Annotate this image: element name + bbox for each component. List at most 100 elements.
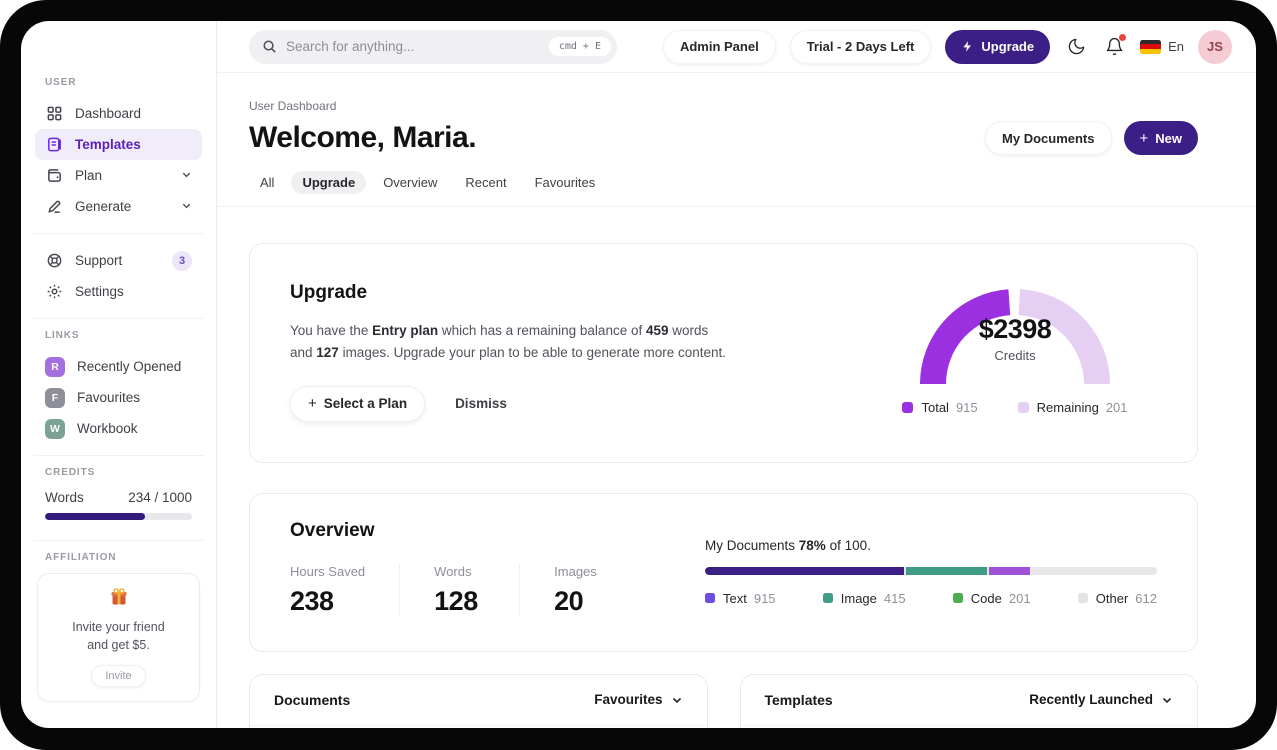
tab-favourites[interactable]: Favourites — [534, 175, 596, 190]
generate-pen-icon — [45, 198, 63, 216]
filter-tabs: All Upgrade Overview Recent Favourites — [249, 171, 1198, 194]
overview-card-title: Overview — [290, 519, 375, 541]
documents-progress-label: My Documents 78% of 100. — [705, 537, 871, 553]
page-title: Welcome, Maria. — [249, 121, 477, 154]
credits-words-value: 234 / 1000 — [128, 490, 192, 505]
credits-gauge: $2398 Credits Total 915 Remaining 201 — [895, 276, 1135, 422]
dark-mode-toggle[interactable] — [1064, 35, 1088, 59]
gauge-chart — [920, 289, 1110, 385]
sidebar-item-label: Templates — [75, 137, 141, 152]
notifications-button[interactable] — [1102, 33, 1127, 59]
new-button[interactable]: + New — [1123, 121, 1198, 155]
topbar: cmd + E Admin Panel Trial - 2 Days Left … — [217, 21, 1256, 73]
sidebar-divider — [33, 540, 204, 541]
progress-legend: Text 915 Image 415 Code 201 Other 612 — [705, 591, 1157, 606]
invite-button[interactable]: Invite — [91, 665, 146, 688]
lightning-bolt-icon — [963, 41, 972, 52]
affiliation-text-line2: and get $5. — [87, 638, 150, 653]
sidebar-item-label: Dashboard — [75, 106, 142, 121]
sidebar: User Dashboard Templates Plan G — [21, 21, 217, 728]
legend-total: Total 915 — [902, 400, 978, 415]
plan-wallet-icon — [45, 167, 63, 185]
legend-code-swatch — [952, 593, 963, 604]
stat-hours-saved: Hours Saved 238 — [290, 563, 401, 617]
segment-code — [989, 566, 1030, 575]
legend-code: Code 201 — [952, 591, 1031, 606]
sidebar-item-settings[interactable]: Settings — [35, 276, 202, 307]
tab-upgrade[interactable]: Upgrade — [291, 171, 367, 194]
documents-filter-dropdown[interactable]: Favourites — [594, 692, 682, 707]
sidebar-item-dashboard[interactable]: Dashboard — [35, 98, 202, 129]
sidebar-link-label: Recently Opened — [77, 359, 182, 374]
dashboard-grid-icon — [45, 105, 63, 123]
trial-days-left-badge[interactable]: Trial - 2 Days Left — [789, 29, 932, 64]
sidebar-link-workbook[interactable]: W Workbook — [35, 413, 202, 444]
support-lifebuoy-icon — [45, 252, 63, 270]
sidebar-section-credits-label: Credits — [45, 467, 96, 478]
documents-card-title: Documents — [274, 691, 351, 708]
language-selector[interactable]: En — [1140, 39, 1184, 54]
legend-text: Text 915 — [705, 591, 776, 606]
legend-total-swatch — [902, 402, 914, 413]
gear-icon — [45, 283, 63, 301]
stacked-progress-bar — [705, 566, 1157, 575]
affiliation-text-line1: Invite your friend — [72, 620, 165, 634]
tab-recent[interactable]: Recent — [465, 175, 507, 190]
stat-images: Images 20 — [554, 563, 597, 616]
sidebar-item-label: Support — [75, 253, 123, 268]
credits-progress-fill — [45, 513, 145, 520]
upgrade-card: Upgrade You have the Entry plan which ha… — [249, 243, 1198, 463]
affiliation-card: Invite your friend and get $5. Invite — [37, 573, 200, 703]
tab-all[interactable]: All — [260, 175, 275, 190]
legend-remaining: Remaining 201 — [1017, 400, 1128, 415]
sidebar-link-label: Workbook — [77, 421, 138, 436]
sidebar-item-label: Generate — [75, 199, 132, 214]
legend-other: Other 612 — [1077, 591, 1157, 606]
tab-overview[interactable]: Overview — [383, 175, 438, 190]
upgrade-button[interactable]: Upgrade — [945, 29, 1051, 64]
chevron-down-icon — [181, 199, 192, 214]
legend-other-swatch — [1077, 593, 1088, 604]
sidebar-link-favourites[interactable]: F Favourites — [35, 382, 202, 413]
breadcrumb: User Dashboard — [249, 99, 337, 113]
documents-progress: My Documents 78% of 100. Text 915 Image 41… — [705, 520, 1157, 617]
segment-image — [905, 566, 988, 575]
credits-progress-bar — [45, 513, 192, 520]
sidebar-divider — [33, 233, 204, 234]
list-divider — [740, 724, 1197, 726]
select-plan-button[interactable]: + Select a Plan — [290, 385, 426, 422]
sidebar-item-support[interactable]: Support 3 — [35, 245, 202, 276]
user-avatar[interactable]: JS — [1198, 29, 1232, 64]
sidebar-link-recently-opened[interactable]: R Recently Opened — [35, 351, 202, 382]
credits-label: Credits — [994, 348, 1036, 363]
german-flag-icon — [1140, 39, 1162, 54]
upgrade-card-title: Upgrade — [290, 282, 368, 303]
main-content: User Dashboard Welcome, Maria. My Docume… — [217, 73, 1256, 728]
sidebar-item-templates[interactable]: Templates — [35, 129, 202, 160]
list-divider — [250, 724, 707, 726]
dismiss-button[interactable]: Dismiss — [455, 396, 507, 412]
sidebar-item-plan[interactable]: Plan — [35, 160, 202, 191]
chevron-down-icon — [181, 168, 192, 183]
search-bar[interactable]: cmd + E — [249, 29, 617, 64]
search-input[interactable] — [286, 39, 549, 54]
document-list-item[interactable]: Untitled Document in Workbook — [250, 726, 707, 728]
my-documents-button[interactable]: My Documents — [985, 121, 1112, 155]
admin-panel-button[interactable]: Admin Panel — [662, 29, 776, 64]
template-list-item[interactable]: Blog Post Title in Workbook — [741, 726, 1198, 728]
sidebar-divider — [33, 318, 204, 319]
sidebar-item-label: Settings — [75, 284, 124, 299]
sidebar-section-user-label: User — [45, 77, 77, 88]
segment-text — [705, 566, 904, 575]
sidebar-item-generate[interactable]: Generate — [35, 191, 202, 222]
credits-amount: $2398 — [978, 314, 1052, 344]
credits-words-label: Words — [45, 490, 84, 505]
bell-icon — [1106, 37, 1122, 56]
templates-card-title: Templates — [764, 691, 833, 708]
templates-filter-dropdown[interactable]: Recently Launched — [1029, 692, 1173, 707]
sidebar-section-links-label: Links — [45, 330, 80, 341]
app-window: User Dashboard Templates Plan G — [21, 21, 1256, 728]
gauge-legend: Total 915 Remaining 201 — [895, 400, 1135, 415]
templates-card: Templates Recently Launched Blog Post Ti… — [739, 673, 1198, 728]
